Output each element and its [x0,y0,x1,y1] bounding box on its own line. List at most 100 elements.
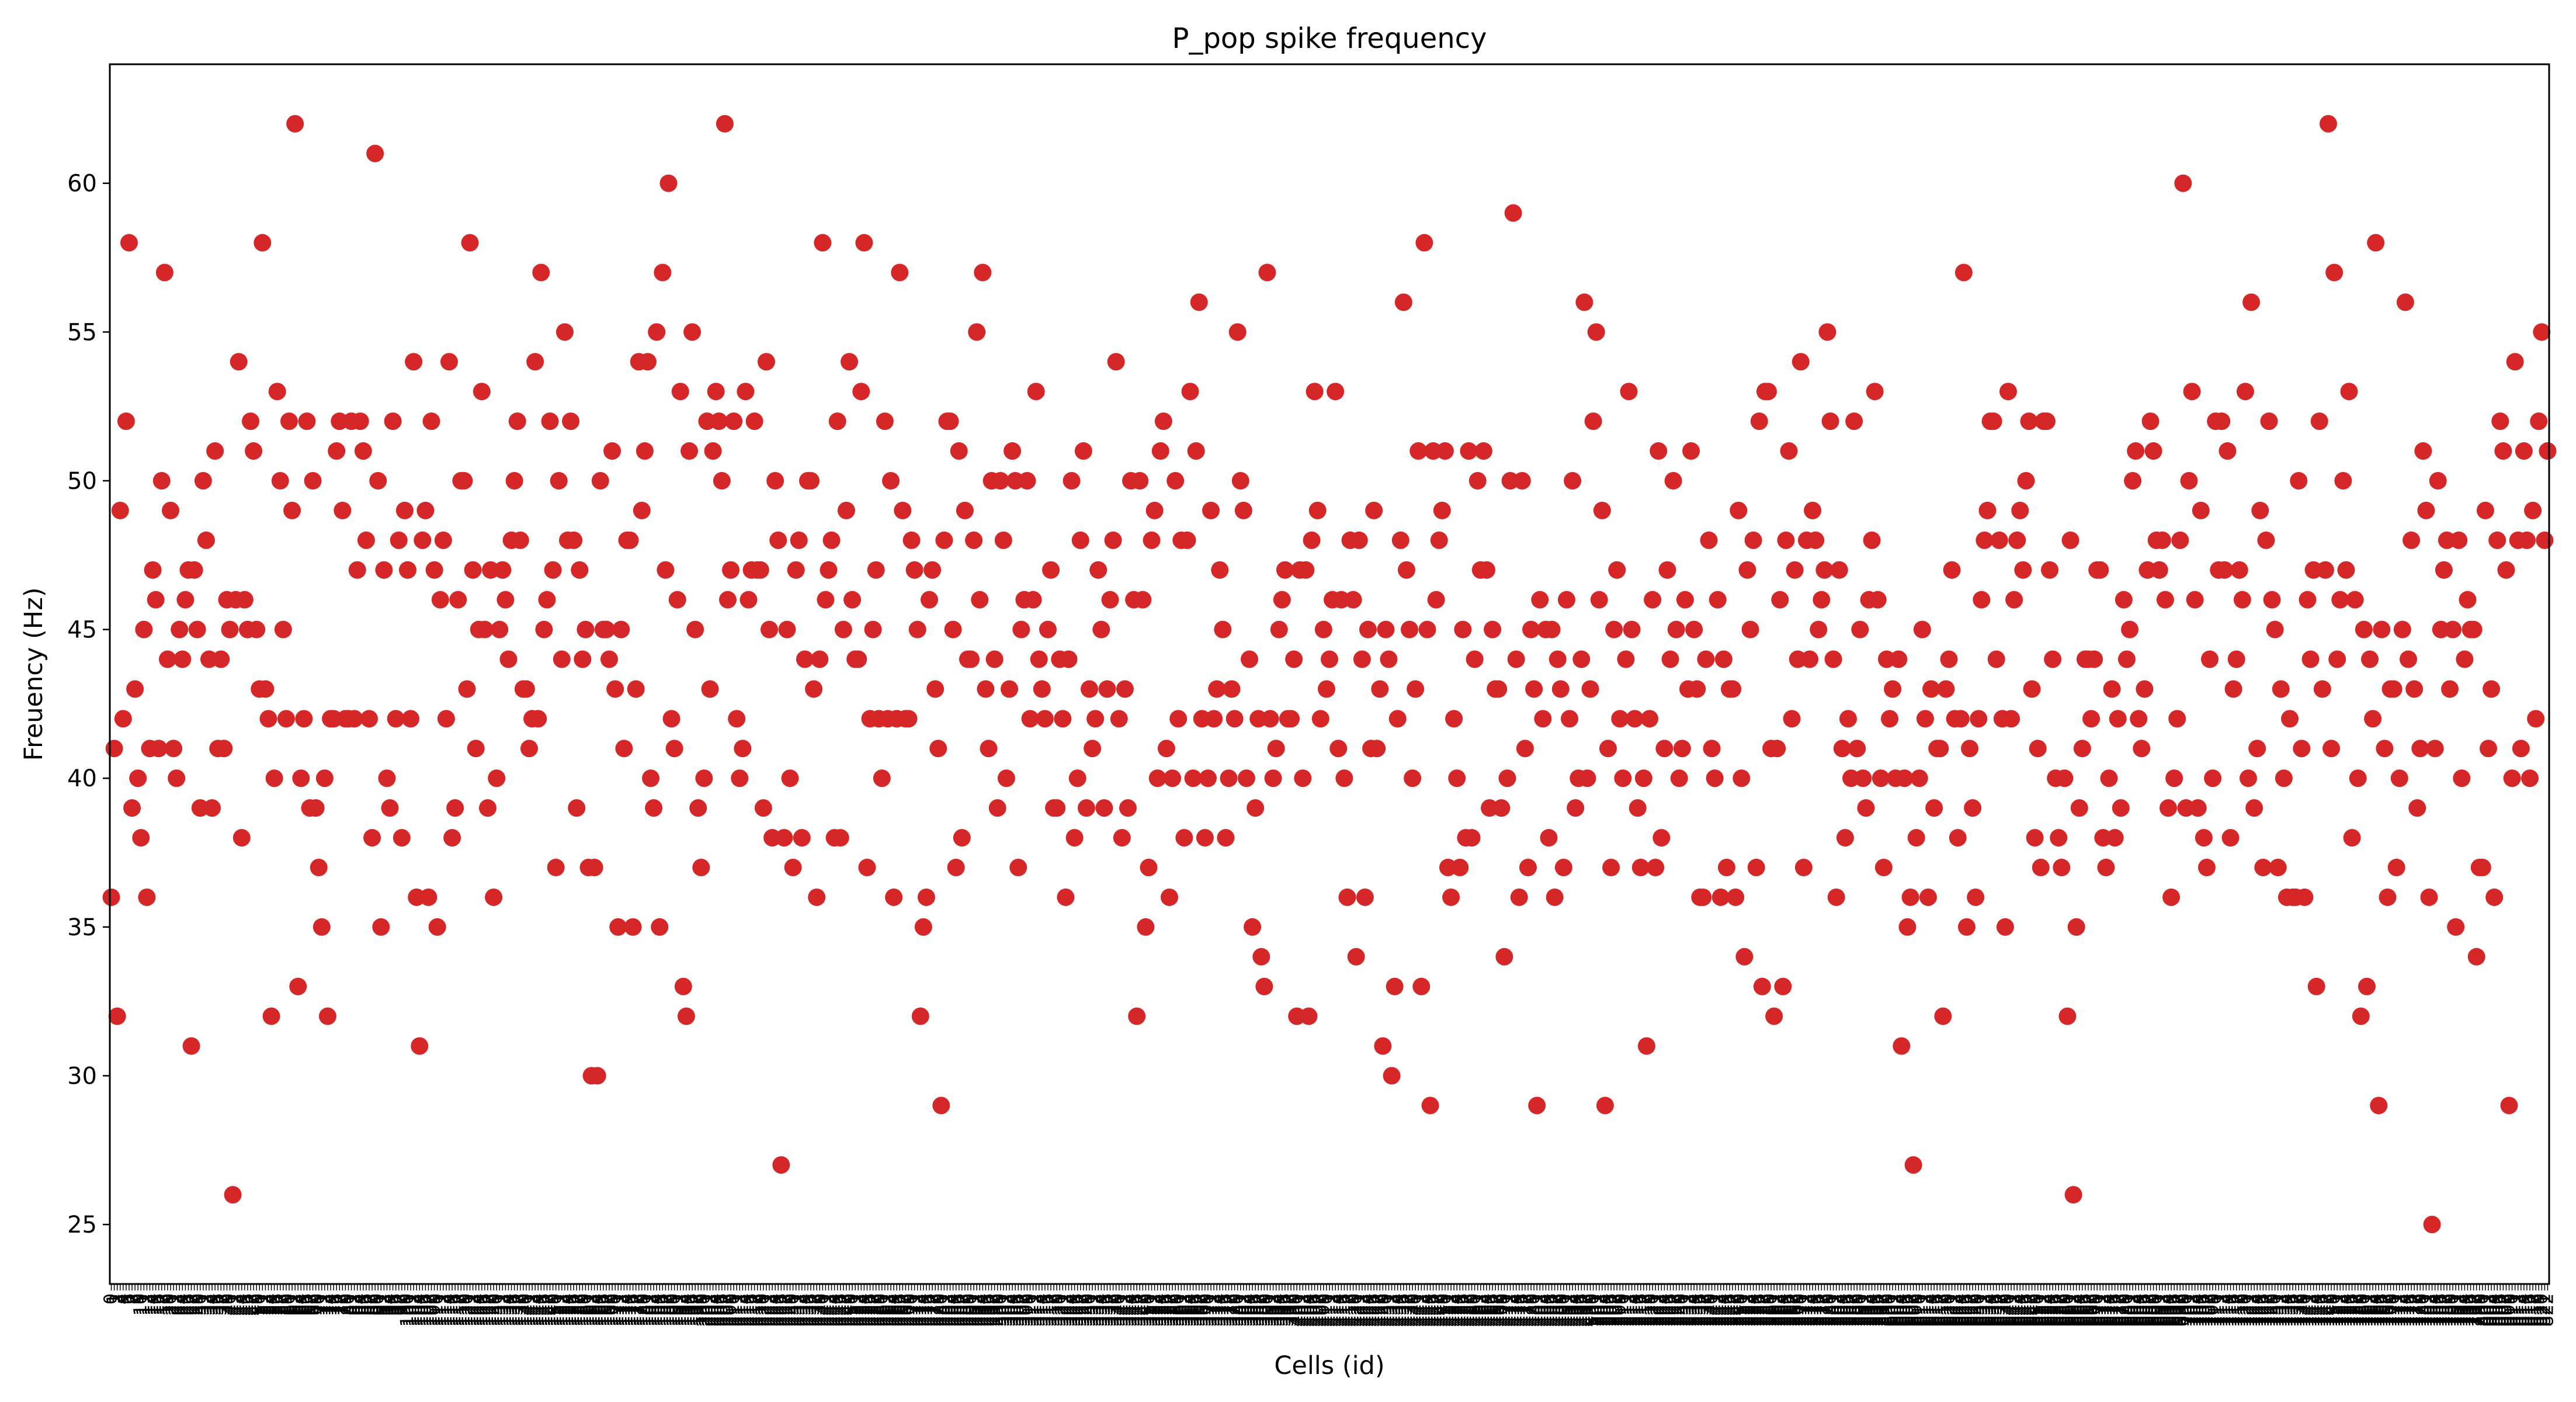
data-point [1999,383,2017,401]
data-point [944,620,962,638]
x-tick-label: 454 [1446,1293,1467,1327]
data-point [1667,620,1685,638]
x-tick-label: 441 [1408,1293,1428,1327]
data-point [2384,680,2403,698]
data-point [1901,888,1919,906]
x-tick-label: 33 [199,1293,219,1316]
x-tick-label: 161 [578,1293,598,1327]
x-tick-label: 635 [1983,1293,2004,1327]
data-point [2165,769,2183,787]
data-point [1525,680,1543,698]
x-tick-label: 109 [424,1293,445,1327]
data-point [1916,710,1934,728]
data-point [659,174,678,192]
data-point [2171,531,2189,549]
data-point [1415,234,1433,252]
data-point [2156,591,2174,609]
x-tick-label: 115 [442,1293,462,1327]
x-tick-label: 103 [406,1293,426,1327]
x-tick-label: 183 [643,1293,664,1327]
data-point [1368,740,1386,758]
x-tick-label: 231 [786,1293,806,1327]
data-point [1546,888,1564,906]
x-tick-label: 165 [590,1293,610,1327]
x-tick-label: 694 [2158,1293,2178,1327]
x-tick-label: 252 [848,1293,868,1327]
x-tick-label: 286 [949,1293,969,1327]
x-tick-label: 225 [768,1293,788,1327]
y-tick-label: 55 [67,319,97,346]
x-tick-label: 70 [308,1293,329,1316]
x-tick-label: 162 [581,1293,602,1327]
data-point [547,859,565,877]
data-point [1557,591,1575,609]
x-tick-label: 11 [133,1293,154,1316]
data-point [494,561,512,579]
x-tick-label: 372 [1203,1293,1224,1327]
x-tick-label: 565 [1775,1293,1796,1327]
data-point [517,680,535,698]
data-point [1187,442,1205,460]
x-tick-label: 16 [148,1293,169,1316]
x-tick-label: 548 [1725,1293,1745,1327]
x-tick-label: 283 [940,1293,960,1327]
data-point [1602,859,1620,877]
data-point [232,829,251,847]
x-tick-label: 464 [1476,1293,1497,1327]
data-point [2260,412,2278,431]
x-tick-label: 538 [1695,1293,1716,1327]
data-point [1984,412,2002,431]
data-point [1359,620,1377,638]
data-point [2322,740,2341,758]
x-tick-label: 683 [2125,1293,2145,1327]
x-tick-label: 327 [1070,1293,1091,1327]
data-point [2227,650,2245,668]
data-point [1519,859,1537,877]
x-tick-label: 132 [492,1293,512,1327]
data-point [1241,650,1258,668]
data-point [428,918,446,936]
data-point [766,471,784,490]
data-point [935,531,953,549]
data-point [351,412,369,431]
data-point [2121,620,2139,638]
data-point [1383,1067,1401,1085]
data-point [2483,680,2501,698]
x-tick-label: 500 [1583,1293,1603,1327]
data-point [781,769,799,787]
data-point [307,799,325,817]
data-point [1531,591,1549,609]
x-tick-label: 71 [311,1293,332,1316]
x-tick-label: 472 [1500,1293,1520,1327]
data-point [2456,650,2474,668]
data-point [962,650,980,668]
data-point [1386,977,1404,995]
data-point [194,471,212,490]
x-tick-label: 224 [765,1293,785,1327]
data-point [2479,740,2497,758]
data-point [876,412,894,431]
x-tick-label: 546 [1719,1293,1740,1327]
x-tick-label: 185 [649,1293,669,1327]
x-tick-label: 355 [1153,1293,1174,1327]
data-point [1143,531,1161,549]
x-tick-label: 168 [599,1293,619,1327]
x-tick-label: 263 [880,1293,901,1327]
x-tick-label: 680 [2116,1293,2137,1327]
data-point [1484,620,1502,638]
data-point [2331,591,2349,609]
x-tick-label: 130 [486,1293,506,1327]
x-tick-label: 521 [1645,1293,1665,1327]
data-point [808,888,826,906]
data-point [2201,650,2219,668]
x-tick-label: 363 [1176,1293,1197,1327]
x-tick-label: 112 [433,1293,453,1327]
x-tick-label: 116 [445,1293,465,1327]
data-point [636,442,654,460]
data-point [2387,859,2405,877]
x-tick-label: 150 [546,1293,566,1327]
data-point [1466,650,1484,668]
data-point [1685,620,1703,638]
data-point [977,680,995,698]
data-point [2136,680,2154,698]
